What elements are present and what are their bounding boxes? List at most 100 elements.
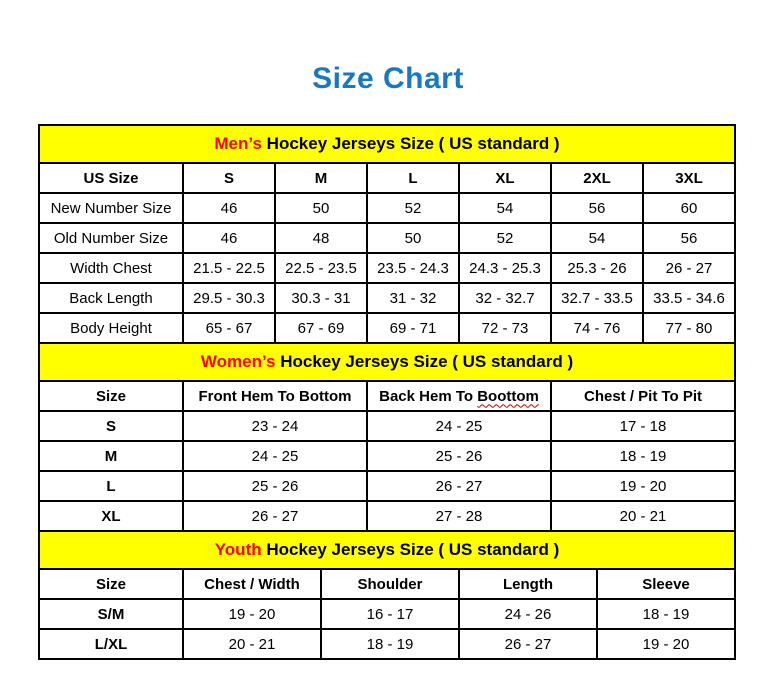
size-value-cell: 20 - 21: [182, 628, 322, 660]
size-value-cell: 77 - 80: [642, 312, 736, 344]
size-value-cell: 22.5 - 23.5: [274, 252, 368, 284]
size-value-cell: 50: [366, 222, 460, 254]
size-value-cell: 56: [550, 192, 644, 224]
column-header-m: M: [274, 162, 368, 194]
size-value-cell: 18 - 19: [320, 628, 460, 660]
table-row: S/M 19 - 20 16 - 17 24 - 26 18 - 19: [38, 598, 737, 630]
size-value-cell: 26 - 27: [366, 470, 552, 502]
column-header-chest: Chest / Width: [182, 568, 322, 600]
size-value-cell: 23.5 - 24.3: [366, 252, 460, 284]
size-value-cell: 26 - 27: [458, 628, 598, 660]
row-label: Old Number Size: [38, 222, 184, 254]
mens-banner-row: Men’s Hockey Jerseys Size ( US standard …: [38, 124, 736, 164]
table-row: XL 26 - 27 27 - 28 20 - 21: [38, 500, 737, 532]
size-value-cell: 24 - 25: [182, 440, 368, 472]
table-row: Width Chest 21.5 - 22.5 22.5 - 23.5 23.5 - …: [38, 252, 736, 284]
size-value-cell: 32.7 - 33.5: [550, 282, 644, 314]
column-header-3xl: 3XL: [642, 162, 736, 194]
size-value-cell: 46: [182, 222, 276, 254]
banner-text: Hockey Jerseys Size ( US standard ): [280, 352, 574, 371]
size-value-cell: 24.3 - 25.3: [458, 252, 552, 284]
column-header-front-hem: Front Hem To Bottom: [182, 380, 368, 412]
column-header-l: L: [366, 162, 460, 194]
size-value-cell: 26 - 27: [182, 500, 368, 532]
size-value-cell: 67 - 69: [274, 312, 368, 344]
column-header-back-hem: Back Hem To Boottom: [366, 380, 552, 412]
size-value-cell: 27 - 28: [366, 500, 552, 532]
mens-column-header-row: US Size S M L XL 2XL 3XL: [38, 162, 736, 194]
column-header-shoulder: Shoulder: [320, 568, 460, 600]
size-value-cell: 48: [274, 222, 368, 254]
size-value-cell: 30.3 - 31: [274, 282, 368, 314]
size-value-cell: 50: [274, 192, 368, 224]
youth-banner-row: Youth Hockey Jerseys Size ( US standard …: [37, 530, 737, 570]
mens-section-banner: Men’s Hockey Jerseys Size ( US standard …: [38, 124, 736, 164]
womens-banner-row: Women’s Hockey Jerseys Size ( US standar…: [37, 342, 737, 382]
row-label: S: [38, 410, 184, 442]
size-value-cell: 56: [642, 222, 736, 254]
size-chart-tables: Men’s Hockey Jerseys Size ( US standard …: [37, 124, 737, 660]
row-label: XL: [38, 500, 184, 532]
table-row: L 25 - 26 26 - 27 19 - 20: [38, 470, 737, 502]
row-label: S/M: [38, 598, 184, 630]
banner-text: Hockey Jerseys Size ( US standard ): [266, 134, 560, 153]
size-value-cell: 23 - 24: [182, 410, 368, 442]
size-value-cell: 52: [366, 192, 460, 224]
size-value-cell: 25.3 - 26: [550, 252, 644, 284]
column-header-size: Size: [38, 568, 184, 600]
row-label: M: [38, 440, 184, 472]
size-value-cell: 19 - 20: [182, 598, 322, 630]
size-value-cell: 24 - 26: [458, 598, 598, 630]
size-value-cell: 25 - 26: [182, 470, 368, 502]
banner-highlight: Youth: [214, 540, 262, 559]
table-row: Back Length 29.5 - 30.3 30.3 - 31 31 - 32 32…: [38, 282, 736, 314]
row-label: Body Height: [38, 312, 184, 344]
mens-size-table: Men’s Hockey Jerseys Size ( US standard …: [38, 124, 736, 344]
size-value-cell: 29.5 - 30.3: [182, 282, 276, 314]
row-label: Back Length: [38, 282, 184, 314]
table-row: S 23 - 24 24 - 25 17 - 18: [38, 410, 737, 442]
banner-highlight: Women’s: [200, 352, 276, 371]
womens-column-header-row: Size Front Hem To Bottom Back Hem To Boo…: [38, 380, 737, 412]
back-hem-label: Back Hem To: [379, 387, 474, 405]
row-label: L: [38, 470, 184, 502]
size-value-cell: 26 - 27: [642, 252, 736, 284]
column-header-sleeve: Sleeve: [595, 568, 737, 600]
size-value-cell: 19 - 20: [595, 628, 737, 660]
column-header-size: Size: [38, 380, 184, 412]
size-value-cell: 69 - 71: [366, 312, 460, 344]
size-value-cell: 21.5 - 22.5: [182, 252, 276, 284]
youth-column-header-row: Size Chest / Width Shoulder Length Sleev…: [38, 568, 737, 600]
size-value-cell: 17 - 18: [549, 410, 737, 442]
back-hem-misspelled-word: Boottom: [477, 387, 539, 405]
size-value-cell: 16 - 17: [320, 598, 460, 630]
size-value-cell: 60: [642, 192, 736, 224]
column-header-us-size: US Size: [38, 162, 184, 194]
size-value-cell: 32 - 32.7: [458, 282, 552, 314]
table-row: Body Height 65 - 67 67 - 69 69 - 71 72 - 73 7…: [38, 312, 736, 344]
column-header-2xl: 2XL: [550, 162, 644, 194]
banner-highlight: Men’s: [214, 134, 262, 153]
size-value-cell: 33.5 - 34.6: [642, 282, 736, 314]
page-title: Size Chart: [312, 62, 464, 95]
size-value-cell: 72 - 73: [458, 312, 552, 344]
row-label: Width Chest: [38, 252, 184, 284]
column-header-xl: XL: [458, 162, 552, 194]
size-value-cell: 19 - 20: [549, 470, 737, 502]
size-value-cell: 20 - 21: [549, 500, 737, 532]
column-header-chest-pit: Chest / Pit To Pit: [549, 380, 737, 412]
size-value-cell: 46: [182, 192, 276, 224]
table-row: L/XL 20 - 21 18 - 19 26 - 27 19 - 20: [38, 628, 737, 660]
size-value-cell: 24 - 25: [366, 410, 552, 442]
row-label: L/XL: [38, 628, 184, 660]
banner-text: Hockey Jerseys Size ( US standard ): [266, 540, 560, 559]
size-value-cell: 54: [550, 222, 644, 254]
size-value-cell: 74 - 76: [550, 312, 644, 344]
row-label: New Number Size: [38, 192, 184, 224]
womens-section-banner: Women’s Hockey Jerseys Size ( US standar…: [37, 342, 737, 382]
column-header-s: S: [182, 162, 276, 194]
size-value-cell: 52: [458, 222, 552, 254]
column-header-length: Length: [458, 568, 598, 600]
table-row: M 24 - 25 25 - 26 18 - 19: [38, 440, 737, 472]
